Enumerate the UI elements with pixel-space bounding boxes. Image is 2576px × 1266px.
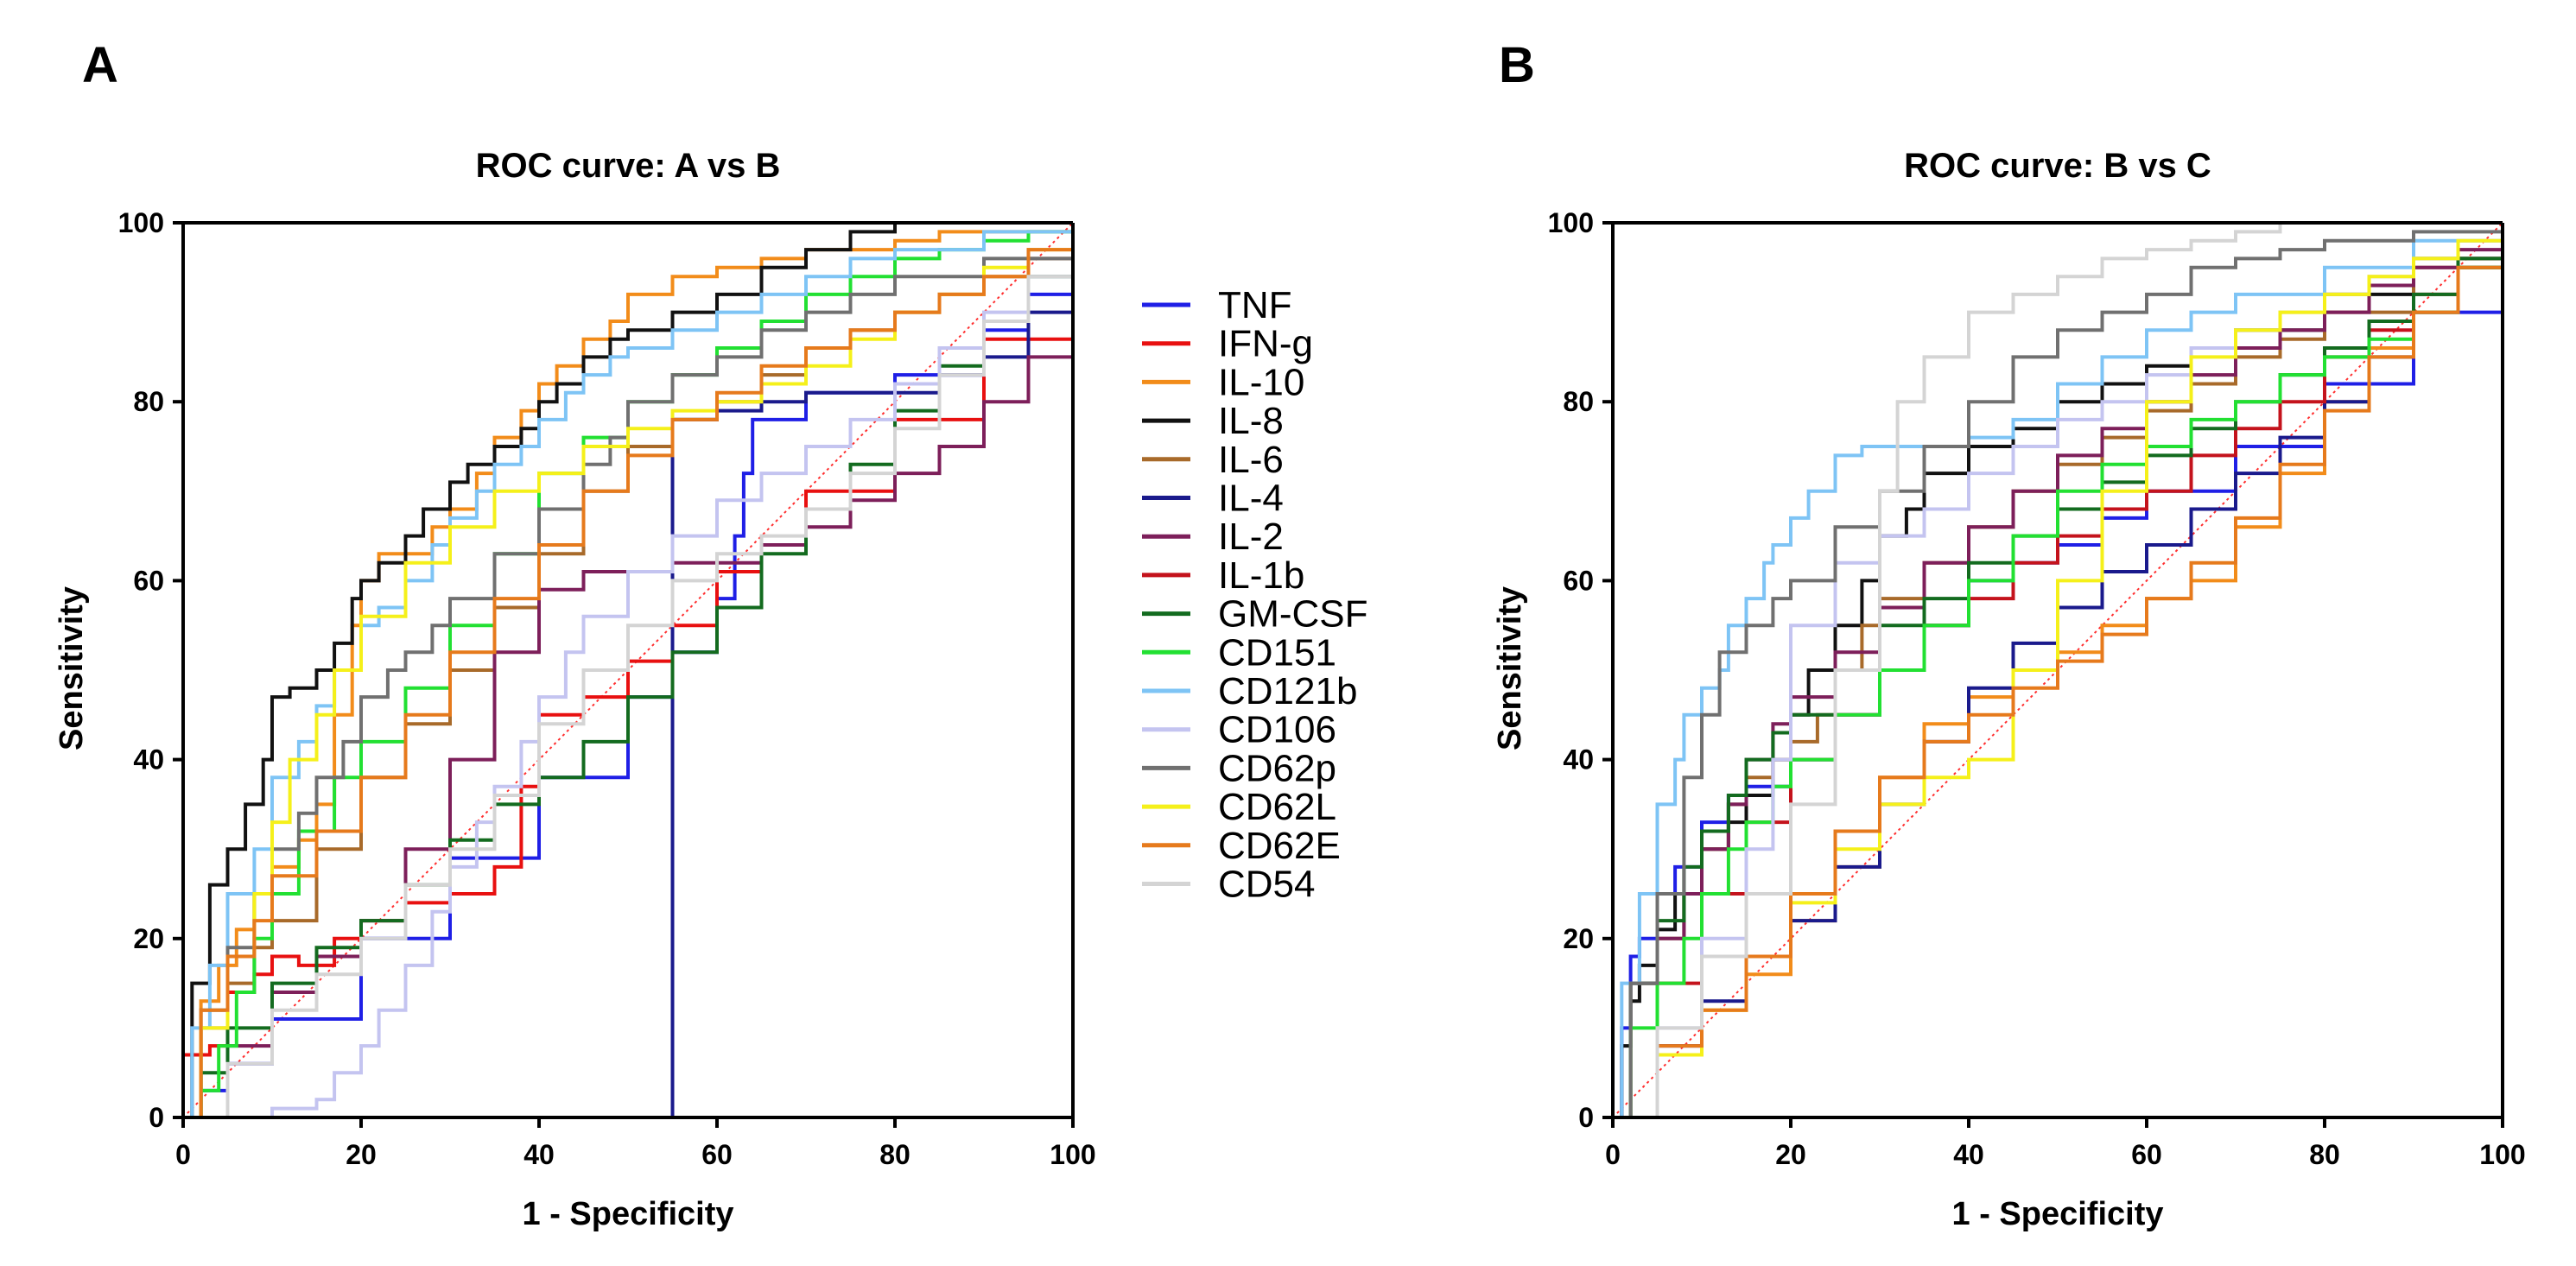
- panel-letter-a: A: [82, 37, 118, 93]
- roc-curve-cd62e-b: [1613, 223, 2504, 1119]
- roc-curve-cd54-a: [183, 223, 1075, 1119]
- x-tick-label-a: 0: [175, 1139, 191, 1170]
- x-tick-label-b: 20: [1775, 1139, 1806, 1170]
- legend-label-cd62p: CD62p: [1218, 747, 1336, 789]
- legend-label-il-8: IL-8: [1218, 400, 1284, 442]
- x-tick-label-b: 100: [2479, 1139, 2525, 1170]
- roc-curve-cd62e-a: [183, 223, 1075, 1119]
- curves-b: [1612, 221, 2504, 1119]
- legend-label-cd62l: CD62L: [1218, 786, 1336, 828]
- legend-label-ifn-g: IFN-g: [1218, 323, 1313, 365]
- roc-curve-cd121b-b: [1613, 223, 2504, 1119]
- legend-label-il-4: IL-4: [1218, 478, 1284, 520]
- panel-a: A ROC curve: A vs B 1 - Specificity Sens…: [54, 37, 1368, 1232]
- y-tick-label-b: 60: [1563, 565, 1594, 596]
- legend-label-cd106: CD106: [1218, 709, 1336, 751]
- legend-label-il-2: IL-2: [1218, 516, 1284, 558]
- y-tick-label-a: 20: [133, 923, 164, 954]
- roc-curve-il-8-a: [183, 221, 1073, 1119]
- x-tick-label-b: 60: [2131, 1139, 2162, 1170]
- legend-label-il-6: IL-6: [1218, 439, 1284, 481]
- curves-a: [181, 221, 1075, 1119]
- y-tick-label-a: 80: [133, 386, 164, 417]
- x-axis-label-b: 1 - Specificity: [1952, 1196, 2164, 1232]
- y-tick-label-b: 80: [1563, 386, 1594, 417]
- legend-label-il-1b: IL-1b: [1218, 554, 1304, 597]
- y-tick-label-a: 40: [133, 744, 164, 775]
- roc-curve-cd54-b: [1613, 221, 2503, 1119]
- y-tick-label-a: 60: [133, 565, 164, 596]
- chart-title-b: ROC curve: B vs C: [1904, 147, 2211, 185]
- roc-curve-cd106-a: [183, 223, 1075, 1119]
- legend-label-il-10: IL-10: [1218, 361, 1304, 403]
- y-tick-label-b: 20: [1563, 923, 1594, 954]
- y-tick-label-b: 0: [1578, 1102, 1594, 1133]
- x-tick-label-b: 0: [1605, 1139, 1621, 1170]
- roc-curve-cd151-b: [1613, 223, 2504, 1119]
- legend: TNFIFN-gIL-10IL-8IL-6IL-4IL-2IL-1bGM-CSF…: [1142, 284, 1368, 906]
- x-tick-label-a: 40: [523, 1139, 555, 1170]
- legend-label-cd121b: CD121b: [1218, 670, 1357, 712]
- chart-title-a: ROC curve: A vs B: [476, 147, 781, 185]
- legend-label-cd54: CD54: [1218, 864, 1316, 906]
- axes-a: 0 20 40 60 80 100 0 20 40 60 80 100: [118, 207, 1096, 1170]
- panel-b: B ROC curve: B vs C 1 - Specificity Sens…: [1492, 37, 2526, 1232]
- x-tick-label-a: 20: [346, 1139, 377, 1170]
- x-tick-label-a: 100: [1050, 1139, 1095, 1170]
- y-axis-label-a: Sensitivity: [54, 586, 90, 750]
- roc-curve-gm-csf-b: [1613, 223, 2504, 1119]
- roc-curve-cd62p-b: [1613, 223, 2504, 1119]
- panel-letter-b: B: [1499, 37, 1535, 93]
- legend-label-cd151: CD151: [1218, 631, 1336, 674]
- x-axis-label-a: 1 - Specificity: [523, 1196, 734, 1232]
- y-tick-label-a: 100: [118, 207, 164, 238]
- y-axis-label-b: Sensitivity: [1492, 586, 1528, 750]
- axes-b: 0 20 40 60 80 100 0 20 40 60 80 100: [1548, 207, 2526, 1170]
- y-tick-label-b: 40: [1563, 744, 1594, 775]
- legend-label-tnf: TNF: [1218, 284, 1292, 326]
- x-tick-label-a: 60: [701, 1139, 733, 1170]
- legend-label-gm-csf: GM-CSF: [1218, 593, 1368, 636]
- x-tick-label-b: 80: [2309, 1139, 2340, 1170]
- x-tick-label-a: 80: [879, 1139, 910, 1170]
- x-tick-label-b: 40: [1953, 1139, 1984, 1170]
- y-tick-label-b: 100: [1548, 207, 1594, 238]
- y-tick-label-a: 0: [149, 1102, 164, 1133]
- legend-label-cd62e: CD62E: [1218, 825, 1341, 867]
